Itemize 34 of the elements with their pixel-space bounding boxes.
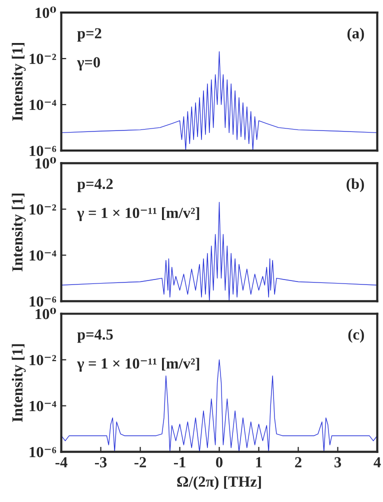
y-tick-label: 10⁻²: [30, 204, 56, 215]
x-tick-label: 2: [295, 457, 302, 468]
y-axis-title: Intensity [1]: [12, 43, 26, 121]
x-tick-label: -2: [134, 457, 146, 468]
annotation: p=4.2: [77, 178, 113, 192]
y-axis-title: Intensity [1]: [12, 194, 26, 272]
annotation: (c): [348, 328, 364, 343]
y-tick-label: 10⁻²: [30, 354, 56, 366]
x-tick-label: -1: [174, 457, 186, 468]
annotation: p=2: [77, 28, 102, 42]
annotation: γ = 1 × 10⁻¹¹ [m/v²]: [77, 358, 200, 372]
y-tick-label: 10⁰: [36, 157, 56, 169]
annotation: (b): [346, 178, 364, 192]
y-tick-label: 10⁻⁴: [30, 400, 56, 412]
x-axis-title: Ω/(2π) [THz]: [177, 476, 261, 490]
x-tick-label: 1: [256, 457, 262, 468]
y-tick-label: 10⁻⁶: [30, 446, 56, 458]
annotation: γ=0: [77, 57, 100, 71]
x-tick-label: -4: [55, 457, 68, 468]
y-tick-label: 10⁰: [36, 308, 56, 320]
x-tick-label: -3: [94, 457, 107, 468]
x-tick-label: 3: [334, 457, 342, 468]
y-tick-label: 10⁻⁶: [30, 146, 56, 156]
y-tick-label: 10⁻²: [30, 54, 56, 64]
y-axis-title: Intensity [1]: [12, 344, 26, 422]
y-tick-label: 10⁻⁴: [30, 250, 56, 261]
annotation: (a): [347, 28, 364, 42]
y-tick-label: 10⁻⁶: [30, 296, 56, 307]
x-tick-label: 0: [216, 457, 223, 468]
y-tick-label: 10⁻⁴: [30, 100, 56, 110]
x-tick-label: 4: [374, 457, 381, 468]
y-tick-label: 10⁰: [36, 6, 56, 18]
annotation: γ = 1 × 10⁻¹¹ [m/v²]: [77, 207, 200, 222]
annotation: p=4.5: [77, 329, 113, 343]
